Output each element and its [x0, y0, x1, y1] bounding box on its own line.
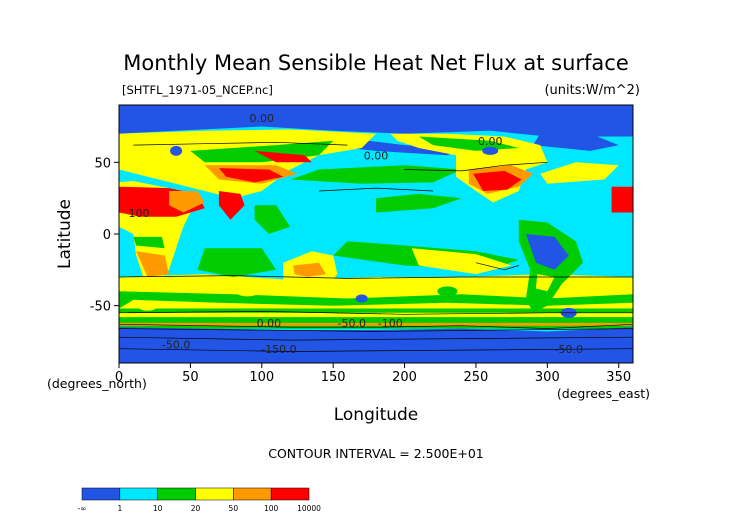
- contour-label: -50.0: [555, 343, 583, 356]
- legend-swatch: [81, 487, 121, 501]
- color-legend: -∞ 1 10 20 50 100 10000: [78, 487, 321, 513]
- contour-line: [475, 262, 519, 271]
- south-pacific-yellow: [411, 248, 512, 275]
- x-tick-label: 100: [249, 370, 274, 385]
- legend-tick-label: -∞: [78, 504, 87, 513]
- north-america-red: [473, 170, 522, 191]
- patch-blue-1: [170, 145, 183, 156]
- greenland-sea-blue: [533, 133, 619, 151]
- x-tick-label: 300: [535, 370, 560, 385]
- se-asia-green: [254, 205, 291, 234]
- contour-label: -50.0: [162, 339, 190, 352]
- patch-blue-3: [355, 294, 368, 303]
- units-label: (units:W/m^2): [544, 83, 640, 98]
- contour-label: 100: [128, 207, 149, 220]
- west-sahara-red: [611, 186, 633, 213]
- contour-line: [404, 161, 548, 172]
- x-axis-units: (degrees_east): [557, 386, 650, 401]
- contour-line: [119, 311, 633, 315]
- legend-tick-label: 10000: [297, 504, 321, 513]
- mongolia-red: [254, 150, 312, 163]
- subtropical-pacific-green: [376, 193, 462, 213]
- contour-line: [119, 323, 633, 329]
- arabia-orange: [169, 191, 205, 213]
- indian-ocean-green: [197, 248, 277, 277]
- central-asia-red: [218, 168, 284, 183]
- australia-orange: [293, 262, 326, 277]
- legend-tick-label: 1: [117, 504, 122, 513]
- contour-label: 0.00: [250, 112, 275, 125]
- y-axis-label: Latitude: [55, 199, 75, 269]
- x-tick-label: 50: [182, 370, 199, 385]
- contour-label: 0.00: [257, 317, 282, 330]
- congo-green: [133, 236, 165, 249]
- patch-blue-2: [482, 146, 499, 155]
- contour-label: -100: [378, 317, 403, 330]
- file-label: [SHTFL_1971-05_NCEP.nc]: [122, 83, 273, 97]
- chart-title: Monthly Mean Sensible Heat Net Flux at s…: [123, 51, 629, 75]
- contour-lines: [119, 141, 633, 352]
- contour-label: 0.00: [478, 135, 503, 148]
- legend-swatch: [119, 487, 158, 501]
- flux-field: [119, 105, 633, 363]
- contour-interval-label: CONTOUR INTERVAL = 2.500E+01: [268, 446, 484, 461]
- y-tick-label: -50: [90, 300, 111, 315]
- india-red: [218, 191, 245, 220]
- amazon-blue: [525, 234, 569, 270]
- patch-green-1: [437, 286, 458, 297]
- x-tick-label: 350: [606, 370, 631, 385]
- sea-ice-edge-band: [119, 317, 633, 329]
- y-axis: 50 0 -50: [90, 156, 119, 315]
- y-tick-label: 50: [94, 156, 111, 171]
- contour-line: [119, 348, 633, 352]
- x-axis: 0 50 100 150 200 250 300 350: [115, 363, 631, 385]
- contour-line: [119, 275, 633, 279]
- x-tick-label: 150: [321, 370, 346, 385]
- x-tick-label: 0: [115, 370, 123, 385]
- southern-yellow-core: [119, 299, 633, 309]
- south-africa-orange: [136, 251, 169, 277]
- arctic-blue: [119, 105, 633, 137]
- legend-tick-label: 100: [264, 504, 279, 513]
- contour-label: -50.0: [337, 317, 365, 330]
- y-tick-label: 0: [103, 228, 111, 243]
- contour-line: [119, 336, 633, 341]
- antarctica: [119, 327, 633, 363]
- legend-tick-label: 50: [229, 504, 239, 513]
- contour-line: [119, 328, 633, 332]
- patch-yellow-1: [235, 286, 260, 297]
- legend-swatch: [157, 487, 196, 501]
- contour-line: [318, 187, 434, 192]
- legend-swatch: [233, 487, 272, 501]
- map-plot-area: 0.00 0.00 0.00 0.00 -50.0 -100 -50.0 -150.0 -50.…: [119, 105, 633, 363]
- x-tick-label: 200: [392, 370, 417, 385]
- legend-tick-label: 10: [153, 504, 163, 513]
- legend-tick-label: 20: [191, 504, 201, 513]
- x-axis-label: Longitude: [334, 405, 419, 425]
- north-atlantic-yellow: [540, 162, 619, 184]
- contour-line: [133, 141, 348, 146]
- contour-label: -150.0: [261, 343, 296, 356]
- ice-edge-orange: [119, 322, 633, 326]
- x-tick-label: 250: [464, 370, 489, 385]
- contour-label: 0.00: [364, 149, 389, 162]
- pampas-yellow: [535, 274, 555, 292]
- y-axis-units: (degrees_north): [47, 376, 147, 391]
- legend-swatch: [270, 487, 310, 501]
- contour-labels: 0.00 0.00 0.00 0.00 -50.0 -100 -50.0 -150.0 -50.…: [128, 112, 582, 356]
- legend-swatch: [195, 487, 234, 501]
- patch-yellow-2: [137, 300, 158, 311]
